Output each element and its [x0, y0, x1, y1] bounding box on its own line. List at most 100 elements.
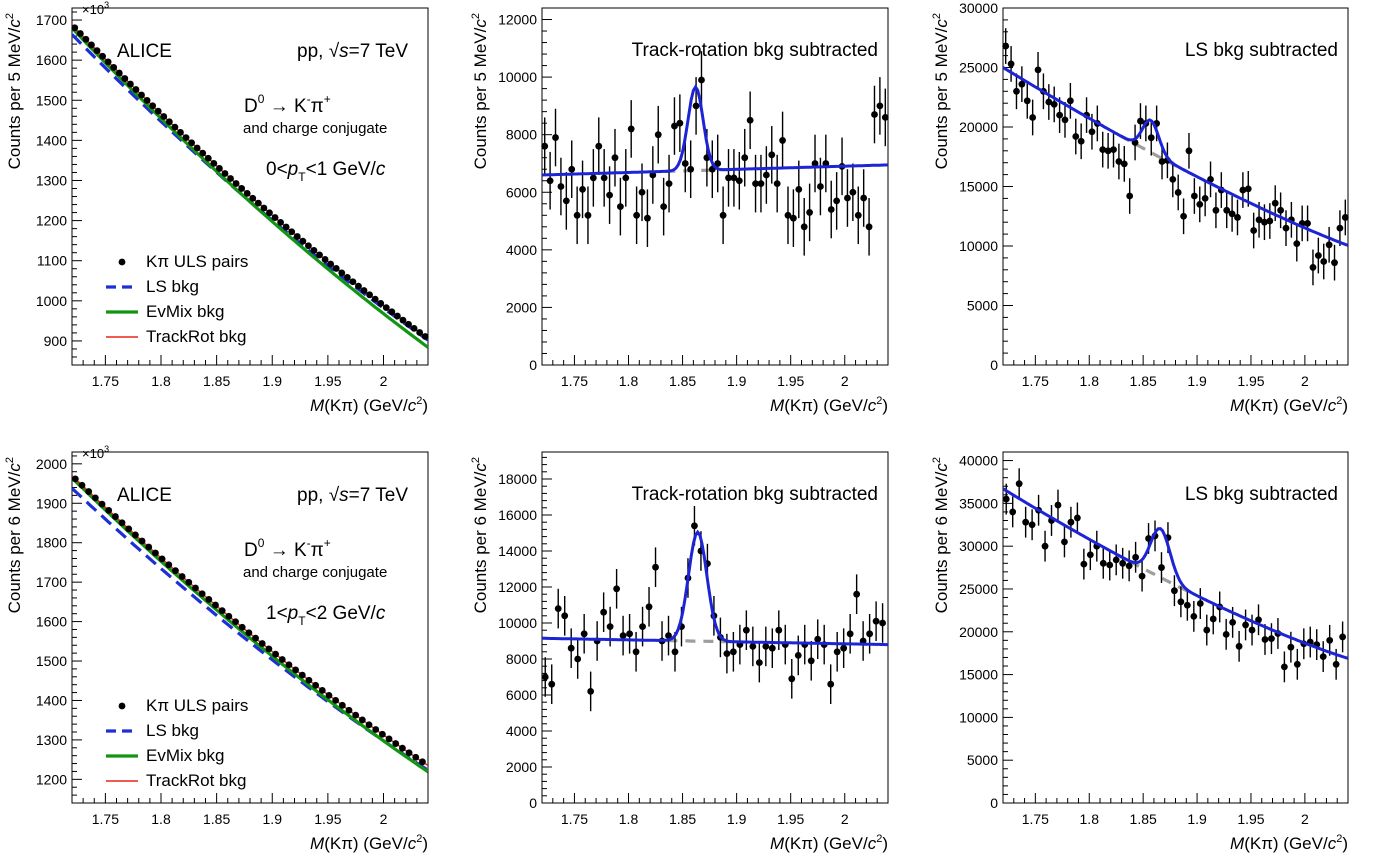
- data-point: [416, 329, 424, 336]
- data-point: [1015, 480, 1023, 488]
- x-tick-label: 1.75: [92, 373, 119, 389]
- data-point: [833, 197, 841, 205]
- legend-label: EvMix bkg: [146, 302, 224, 321]
- data-point: [1180, 212, 1187, 220]
- background-fit-curve: [1129, 560, 1196, 597]
- x-tick-label: 1.8: [619, 811, 639, 827]
- legend-label: TrackRot bkg: [146, 327, 246, 346]
- chart-panel-3: 1.75 1.8 1.85 1.9 1.95 2 0 5000 10000 15000 20000 2…: [931, 0, 1349, 415]
- data-point: [327, 260, 335, 268]
- data-point: [1336, 224, 1344, 232]
- x-tick-label: 1.95: [777, 811, 804, 827]
- y-tick-label: 1300: [36, 172, 67, 188]
- x-tick-label: 1.9: [727, 811, 747, 827]
- data-point: [541, 673, 549, 681]
- data-point: [1099, 146, 1107, 154]
- data-point: [1196, 600, 1204, 607]
- data-point: [138, 537, 146, 545]
- y-tick-label: 1300: [36, 732, 67, 748]
- data-point: [632, 648, 640, 656]
- data-point: [676, 119, 684, 127]
- data-point: [249, 194, 257, 202]
- x-tick-label: 1.8: [1080, 811, 1100, 827]
- panel-title: LS bkg subtracted: [1185, 40, 1338, 61]
- data-point: [691, 522, 698, 530]
- data-point: [687, 165, 695, 173]
- data-point: [730, 174, 738, 182]
- data-point: [1099, 559, 1107, 567]
- y-tick-label: 1600: [36, 614, 67, 630]
- data-point: [1319, 653, 1327, 661]
- data-point: [742, 626, 750, 634]
- data-point: [846, 630, 854, 638]
- data-point: [854, 211, 862, 219]
- panel-title: Track-rotation bkg subtracted: [632, 40, 878, 61]
- x-axis-title: M(Kπ) (GeV/c2): [310, 833, 428, 853]
- data-point: [238, 185, 246, 192]
- data-point: [238, 623, 246, 631]
- data-point: [671, 648, 679, 656]
- data-point: [1066, 97, 1074, 105]
- data-point: [210, 159, 218, 167]
- data-point: [78, 481, 86, 489]
- y-tick-label: 0: [529, 795, 537, 811]
- data-point: [1212, 206, 1220, 214]
- data-point: [1104, 147, 1112, 155]
- data-point: [814, 635, 822, 643]
- y-tick-label: 40000: [959, 453, 998, 469]
- data-point: [405, 749, 413, 757]
- y-tick-label: 16000: [498, 507, 537, 523]
- y-tick-label: 30000: [959, 538, 998, 554]
- data-point: [1045, 98, 1053, 106]
- data-point: [1341, 214, 1349, 221]
- data-point: [316, 251, 323, 259]
- data-point: [639, 623, 646, 630]
- data-point: [1196, 200, 1204, 208]
- data-point: [98, 500, 106, 508]
- data-point: [158, 555, 166, 563]
- y-tick-label: 900: [44, 333, 68, 349]
- data-point: [82, 35, 90, 43]
- data-point: [1309, 264, 1317, 271]
- y-tick-label: 1500: [36, 653, 67, 669]
- data-point: [394, 312, 401, 320]
- data-point: [1304, 219, 1311, 227]
- x-tick-label: 1.9: [727, 373, 747, 389]
- data-point: [172, 567, 179, 575]
- data-point: [1013, 87, 1020, 95]
- data-point: [626, 630, 633, 638]
- data-point: [212, 601, 219, 609]
- y-tick-label: 5000: [967, 752, 998, 768]
- data-point: [600, 608, 608, 616]
- pt-bin-label: 1<pT<2 GeV/c: [266, 603, 386, 628]
- data-point: [321, 256, 329, 263]
- data-point: [541, 142, 549, 150]
- data-point: [178, 573, 186, 580]
- data-point: [735, 177, 743, 185]
- x-tick-label: 1.85: [203, 811, 230, 827]
- y-tick-label: 1400: [36, 692, 67, 708]
- data-point: [822, 160, 830, 167]
- data-point: [105, 506, 113, 514]
- data-point: [1242, 621, 1249, 629]
- data-point: [692, 102, 700, 110]
- x-tick-label: 2: [380, 373, 388, 389]
- data-point: [399, 316, 407, 324]
- y-tick-label: 20000: [959, 624, 998, 640]
- data-point: [1080, 560, 1088, 568]
- data-point: [879, 619, 886, 627]
- energy-label: pp, √s=7 TeV: [297, 485, 408, 506]
- data-point: [645, 603, 653, 611]
- y-tick-label: 4000: [506, 723, 537, 739]
- data-point: [305, 242, 312, 250]
- data-point: [1331, 259, 1338, 267]
- data-point: [622, 174, 630, 182]
- y-tick-label: 1500: [36, 92, 67, 108]
- data-point: [282, 223, 290, 231]
- data-point: [1086, 551, 1094, 559]
- data-point: [849, 188, 857, 196]
- data-point: [71, 24, 79, 32]
- x-axis-title: M(Kπ) (GeV/c2): [770, 395, 888, 415]
- data-point: [1120, 160, 1128, 168]
- data-point: [714, 160, 722, 167]
